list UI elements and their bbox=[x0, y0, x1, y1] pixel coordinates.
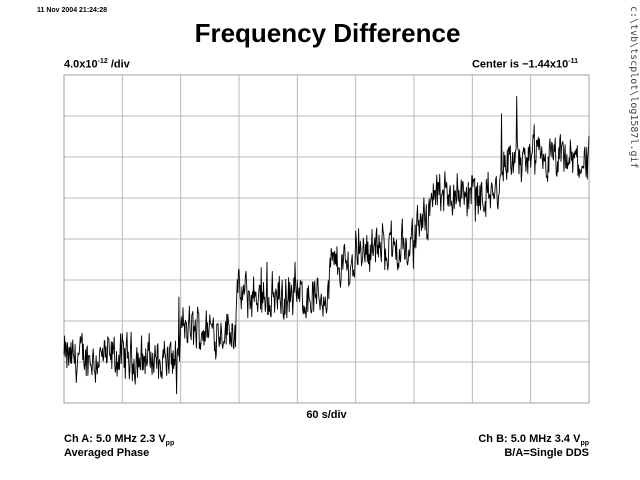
channel-a-info: Ch A: 5.0 MHz 2.3 Vpp bbox=[64, 433, 174, 447]
y-scale-exponent: -12 bbox=[97, 58, 108, 65]
y-scale-label: 4.0x10-12 /div bbox=[64, 58, 130, 71]
center-exponent: -11 bbox=[568, 58, 578, 65]
y-scale-mantissa: 4.0x10 bbox=[64, 58, 98, 71]
frequency-trace bbox=[63, 95, 590, 395]
channel-b-info: Ch B: 5.0 MHz 3.4 Vpp bbox=[478, 433, 589, 447]
center-label: Center is −1.44x10-11 bbox=[472, 58, 578, 71]
chart-title: Frequency Difference bbox=[194, 18, 461, 48]
channel-a-mode: Averaged Phase bbox=[64, 447, 150, 459]
timestamp: 11 Nov 2004 21:24:28 bbox=[37, 7, 108, 14]
channel-b-text: Ch B: 5.0 MHz 3.4 V bbox=[478, 433, 581, 445]
plot-frame bbox=[63, 74, 590, 404]
x-scale-label: 60 s/div bbox=[306, 409, 347, 421]
channel-a-text: Ch A: 5.0 MHz 2.3 V bbox=[64, 433, 166, 445]
ratio-label: B/A=Single DDS bbox=[504, 447, 589, 459]
center-prefix: Center is −1.44x10 bbox=[471, 58, 569, 71]
y-scale-unit: /div bbox=[107, 58, 130, 71]
channel-a-sub: pp bbox=[165, 440, 175, 448]
channel-b-sub: pp bbox=[580, 440, 589, 448]
